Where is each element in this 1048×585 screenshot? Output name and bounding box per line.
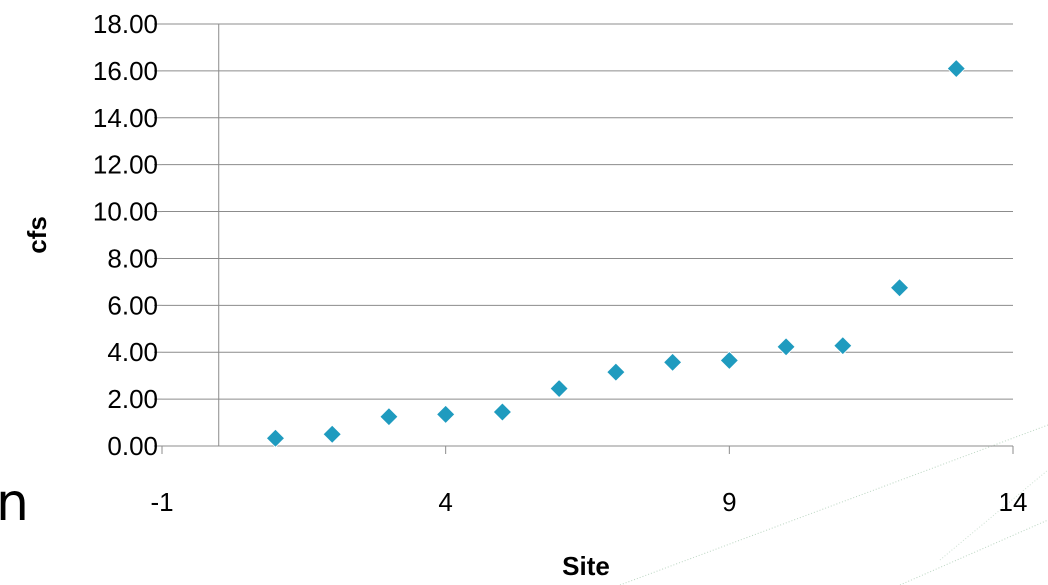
y-tick-label: 12.00 (93, 150, 158, 180)
data-point (719, 350, 739, 370)
data-point (265, 428, 286, 448)
y-tick-label: 10.00 (93, 197, 158, 227)
data-point (833, 336, 853, 356)
decor-line-3 (939, 469, 1048, 561)
y-tick-label: 8.00 (107, 243, 158, 273)
data-point (549, 378, 569, 399)
decor-line-2 (899, 519, 1048, 585)
data-point (492, 402, 512, 422)
y-tick-label: 4.00 (107, 337, 158, 367)
decorative-lines (619, 424, 1048, 585)
x-axis-title: Site (562, 551, 610, 581)
data-point (889, 278, 910, 298)
decor-line-1 (619, 424, 1048, 585)
x-tick-label: 9 (722, 487, 736, 517)
y-axis-title: cfs (22, 216, 52, 254)
data-points (265, 58, 966, 448)
x-tick-label: 14 (999, 487, 1028, 517)
gridlines (162, 23, 1013, 400)
y-tick-label: 14.00 (93, 103, 158, 133)
y-tick-label: 2.00 (107, 384, 158, 414)
data-point (379, 407, 399, 427)
x-tick-label: -1 (150, 487, 173, 517)
y-tick-label: 16.00 (93, 56, 158, 86)
data-point (663, 352, 683, 372)
data-point (436, 404, 456, 424)
y-tick-label: 6.00 (107, 290, 158, 320)
data-point (946, 58, 966, 79)
x-tick-labels: -1 4 9 14 (150, 487, 1027, 517)
cut-off-text-fragment: n (0, 473, 29, 533)
axes (154, 23, 1014, 454)
y-tick-labels: 0.00 2.00 4.00 6.00 8.00 10.00 12.00 14.00 16.00… (93, 9, 158, 461)
data-point (322, 424, 342, 444)
y-tick-label: 0.00 (107, 431, 158, 461)
data-point (776, 337, 796, 357)
data-point (606, 362, 626, 382)
y-tick-label: 18.00 (93, 9, 158, 39)
x-tick-label: 4 (438, 487, 452, 517)
